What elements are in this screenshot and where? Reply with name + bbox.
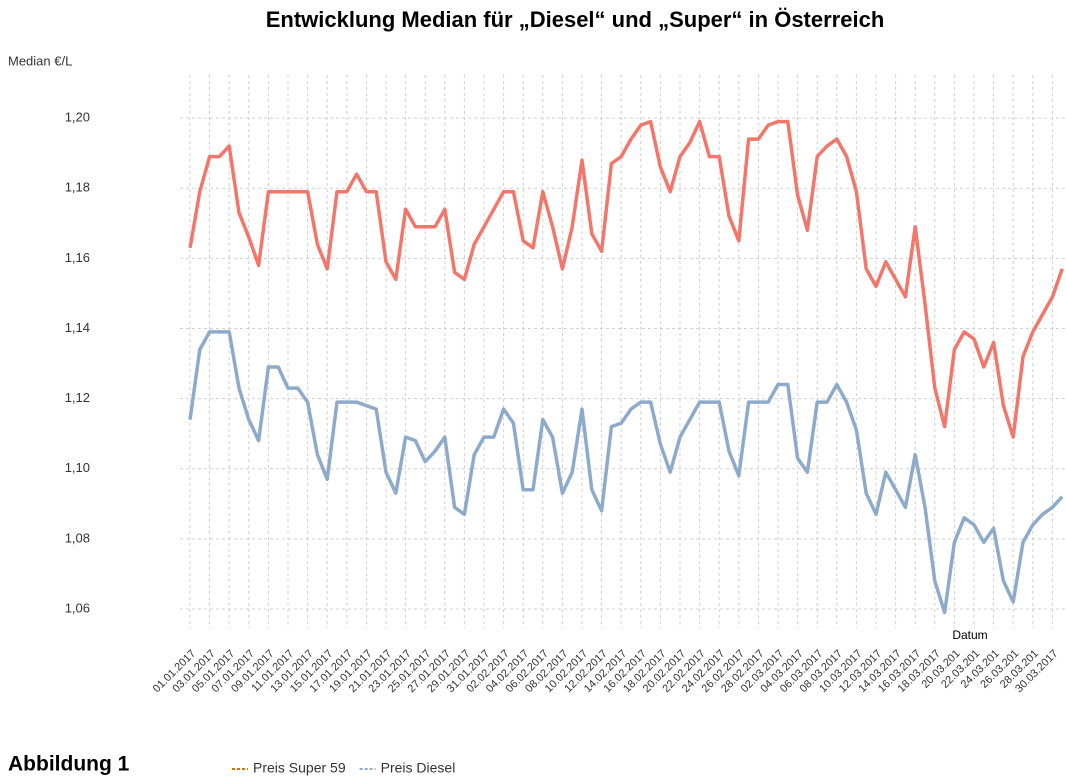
- y-tick-label: 1,14: [65, 320, 90, 335]
- caption: Abbildung 1: [8, 753, 130, 776]
- y-tick-label: 1,08: [65, 530, 90, 545]
- y-tick-label: 1,16: [65, 250, 90, 265]
- line-series: [188, 119, 1064, 439]
- line-series: [188, 330, 1064, 615]
- chart-title: Entwicklung Median für „Diesel“ und „Sup…: [266, 7, 885, 32]
- y-tick-label: 1,18: [65, 180, 90, 195]
- y-tick-label: 1,06: [65, 600, 90, 615]
- y-axis-label: Median €/L: [8, 53, 72, 68]
- legend-label: Preis Diesel: [381, 760, 456, 776]
- x-axis-label: Datum: [952, 628, 987, 642]
- legend-label: Preis Super 59: [253, 760, 346, 776]
- y-tick-label: 1,20: [65, 110, 90, 125]
- y-tick-label: 1,12: [65, 390, 90, 405]
- y-tick-label: 1,10: [65, 460, 90, 475]
